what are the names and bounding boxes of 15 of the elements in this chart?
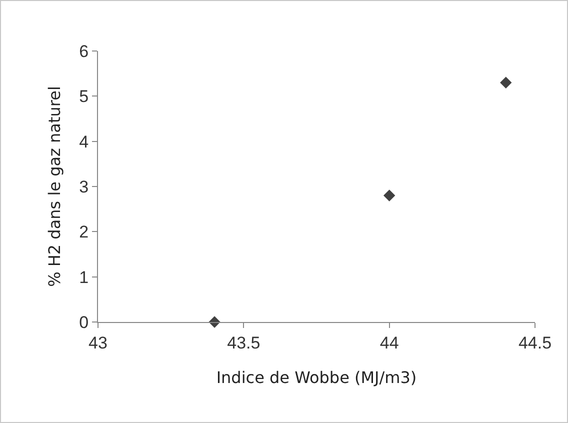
x-tick-label: 43: [88, 333, 108, 352]
y-tick-label: 2: [79, 222, 89, 242]
x-tick-label: 43.5: [227, 333, 260, 352]
x-axis-title: Indice de Wobbe (MJ/m3): [216, 368, 417, 388]
y-tick-label: 0: [79, 312, 89, 332]
y-tick-label: 1: [79, 268, 89, 287]
y-tick-label: 6: [79, 42, 89, 61]
point: [500, 76, 512, 88]
y-tick-label: 5: [79, 87, 89, 106]
y-axis-title: % H2 dans le gaz naturel: [45, 86, 64, 287]
x-tick-label: 44.5: [518, 333, 552, 352]
y-tick-label: 3: [79, 177, 89, 196]
point: [383, 190, 396, 202]
y-tick-label: 4: [79, 132, 89, 152]
x-tick-label: 44: [380, 333, 399, 352]
